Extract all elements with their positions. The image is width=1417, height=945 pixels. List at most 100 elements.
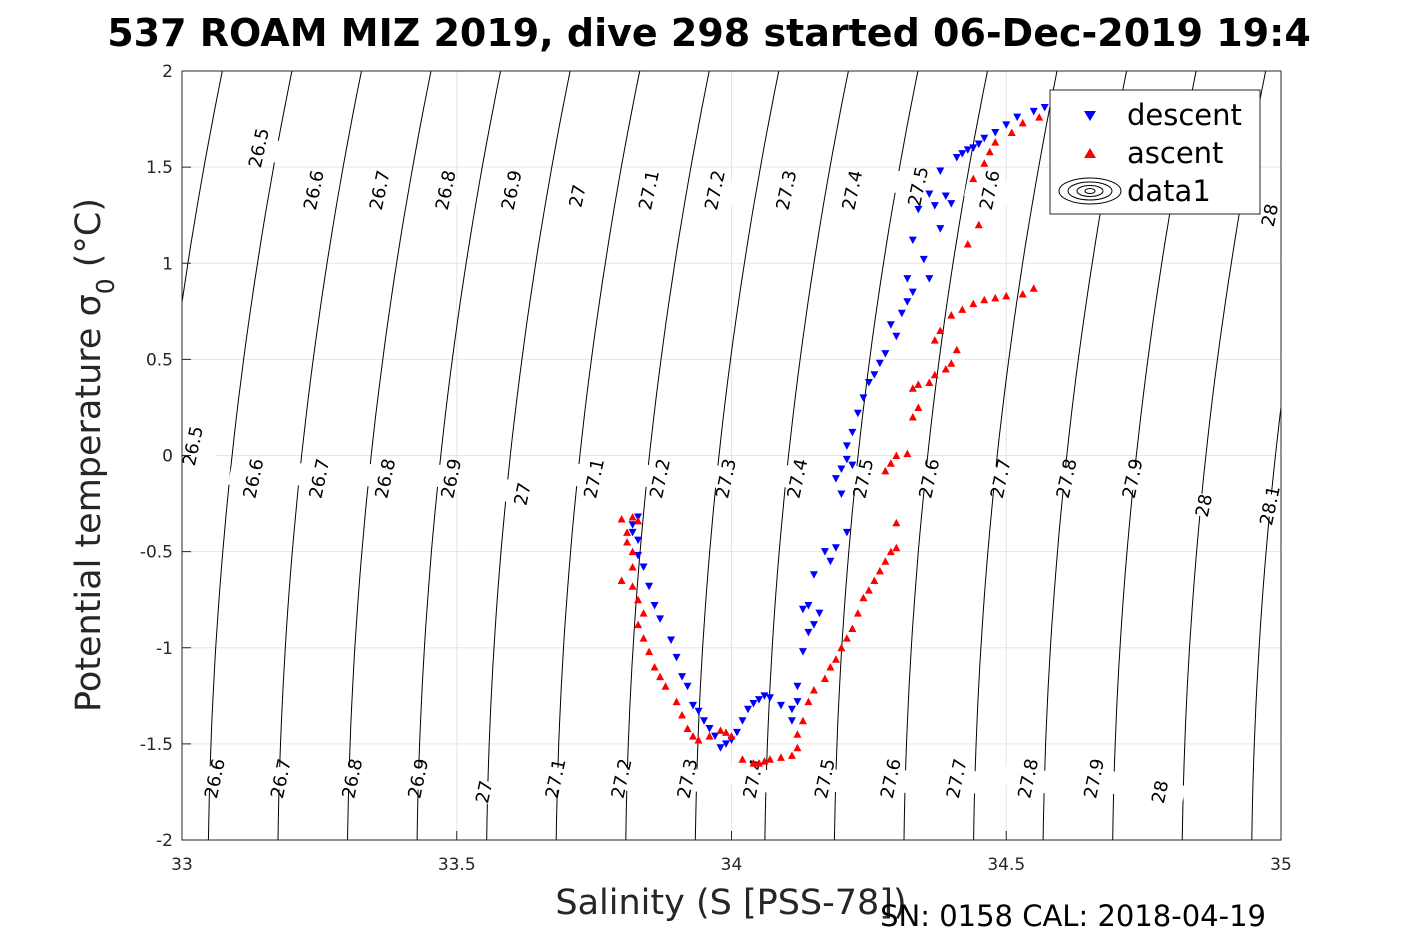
ascent-point xyxy=(892,543,901,552)
y-axis-label-main: Potential temperature σ xyxy=(69,294,109,712)
descent-point xyxy=(749,700,758,708)
descent-point xyxy=(656,615,665,623)
ascent-point xyxy=(892,518,901,527)
ascent-point xyxy=(930,370,939,379)
ascent-point xyxy=(623,528,632,536)
descent-point xyxy=(793,682,802,691)
descent-point xyxy=(831,475,840,483)
ascent-point xyxy=(914,380,923,388)
isopycnal-label-bg xyxy=(288,174,340,206)
ascent-point xyxy=(683,724,692,732)
isopycnal-label-bg xyxy=(964,174,1016,206)
ascent-point xyxy=(628,513,637,521)
serial-calibration-footer: SN: 0158 CAL: 2018-04-19 xyxy=(880,899,1266,933)
descent-point xyxy=(853,409,862,418)
ascent-point xyxy=(639,609,648,617)
x-axis-label: Salinity (S [PSS-78]) xyxy=(555,883,906,923)
descent-point xyxy=(634,551,643,560)
ascent-point xyxy=(930,336,939,344)
legend: descent ascent data1 xyxy=(1049,89,1261,215)
descent-point xyxy=(1029,107,1038,116)
descent-point xyxy=(881,350,890,358)
descent-point xyxy=(798,605,807,614)
ascent-point xyxy=(941,364,950,373)
isopycnal-label-bg xyxy=(974,462,1027,495)
ascent-point xyxy=(809,686,818,694)
isopycnal-label: 27 xyxy=(565,183,590,210)
ascent-point xyxy=(760,757,769,765)
descent-point xyxy=(925,275,934,283)
ascent-point xyxy=(820,674,829,683)
isopycnal-line xyxy=(486,71,571,840)
descent-point xyxy=(969,144,978,152)
ascent-point xyxy=(831,655,840,663)
isopycnal-line xyxy=(416,71,502,840)
isopycnal-label-bg xyxy=(326,762,379,795)
ascent-point xyxy=(645,647,654,656)
ascent-point xyxy=(754,759,763,767)
y-axis-label-subscript: 0 xyxy=(91,278,120,294)
ascent-point xyxy=(727,732,736,740)
descent-point xyxy=(892,332,901,341)
isopycnal-line xyxy=(973,71,1058,840)
ascent-point xyxy=(672,697,681,706)
isopycnal-label-bg xyxy=(760,174,813,206)
isopycnal-label-bg xyxy=(425,462,478,495)
y-tick-label: 1.5 xyxy=(146,158,173,178)
descent-point xyxy=(1040,104,1049,112)
isopycnal-label-bg xyxy=(865,762,917,795)
isopycnal-label-bg xyxy=(771,462,824,495)
descent-point xyxy=(820,548,829,556)
legend-ascent-label: ascent xyxy=(1127,136,1223,170)
ascent-point xyxy=(1002,291,1011,300)
isopycnal-line xyxy=(625,71,710,840)
ascent-point xyxy=(980,295,989,304)
isopycnal-label-bg xyxy=(227,462,280,495)
isopycnal-label-bg xyxy=(419,174,472,206)
descent-point xyxy=(974,140,983,149)
ascent-point xyxy=(694,736,703,744)
descent-point xyxy=(930,202,939,210)
descent-point xyxy=(683,682,692,691)
ascent-point xyxy=(634,516,643,525)
descent-point xyxy=(919,255,928,264)
axis-ticks: 33 33.5 34 34.5 35 -2 -1.5 -1 -0.5 0 0.5 1 1.5 2 xyxy=(140,62,1292,875)
ascent-point xyxy=(617,576,626,584)
legend-data1-label: data1 xyxy=(1127,174,1211,208)
ascent-point xyxy=(678,711,687,719)
descent-point xyxy=(776,701,785,710)
descent-point xyxy=(908,236,917,245)
descent-point xyxy=(842,528,851,537)
descent-point xyxy=(689,701,698,710)
isopycnal-label-bg xyxy=(359,462,412,495)
descent-point xyxy=(936,225,945,233)
ascent-point xyxy=(1007,128,1016,137)
descent-point xyxy=(886,321,895,329)
descent-point xyxy=(848,428,857,437)
y-tick-label: -1 xyxy=(156,639,173,659)
ascent-point xyxy=(908,413,917,421)
ascent-point xyxy=(853,609,862,617)
ascent-point xyxy=(1029,284,1038,292)
ascent-point xyxy=(826,662,835,671)
x-tick-label: 34 xyxy=(721,855,743,875)
descent-point xyxy=(870,371,879,379)
isopycnal-label-bg xyxy=(293,462,346,495)
descent-point xyxy=(947,200,956,208)
ascent-point xyxy=(787,751,796,759)
isopycnal-label-bg xyxy=(1178,489,1230,522)
descent-point xyxy=(941,192,950,200)
isopycnal-label-bg xyxy=(837,462,890,495)
ascent-point xyxy=(892,451,901,459)
ascent-point xyxy=(650,662,659,671)
descent-point xyxy=(634,536,643,545)
ascent-point xyxy=(661,682,670,690)
isopycnal-label-bg xyxy=(354,174,406,206)
ascent-point xyxy=(738,755,747,763)
ascent-point xyxy=(903,449,912,458)
descent-point xyxy=(815,609,824,618)
descent-point xyxy=(804,628,813,637)
descent-point xyxy=(765,694,774,702)
descent-point xyxy=(809,621,818,629)
descent-point xyxy=(859,394,868,402)
